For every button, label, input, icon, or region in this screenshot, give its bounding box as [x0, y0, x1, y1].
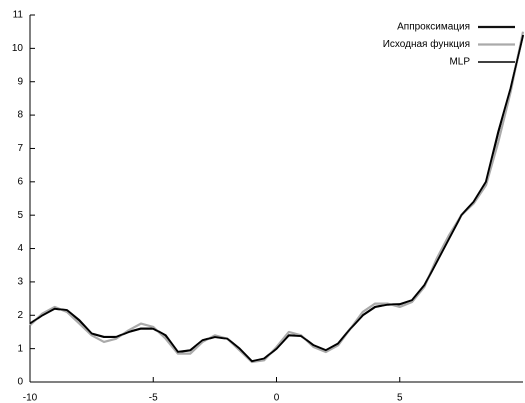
- x-tick-label: -5: [149, 393, 158, 403]
- y-tick-label: 9: [17, 76, 23, 87]
- line: [29, 31, 525, 364]
- y-tick-label: 5: [17, 210, 23, 221]
- y-tick-label: 7: [17, 143, 23, 154]
- y-tick-label: 3: [17, 277, 23, 288]
- y-tick-label: 8: [17, 110, 23, 121]
- x-tick-label: 0: [274, 393, 280, 403]
- y-tick-label: 0: [17, 377, 23, 388]
- legend-label: Исходная функция: [383, 38, 470, 50]
- y-tick-label: 2: [17, 310, 23, 321]
- y-tick-label: 1: [17, 343, 23, 354]
- legend-label: MLP: [449, 57, 470, 68]
- x-tick-label: -10: [23, 393, 38, 403]
- x-tick-label: 5: [397, 393, 403, 403]
- legend-label: Аппроксимация: [397, 22, 470, 33]
- y-tick-label: 4: [17, 243, 23, 254]
- line: [29, 34, 525, 363]
- y-tick-label: 11: [13, 10, 24, 21]
- y-tick-label: 6: [17, 176, 23, 187]
- line: [29, 34, 524, 363]
- y-tick-label: 10: [12, 43, 24, 54]
